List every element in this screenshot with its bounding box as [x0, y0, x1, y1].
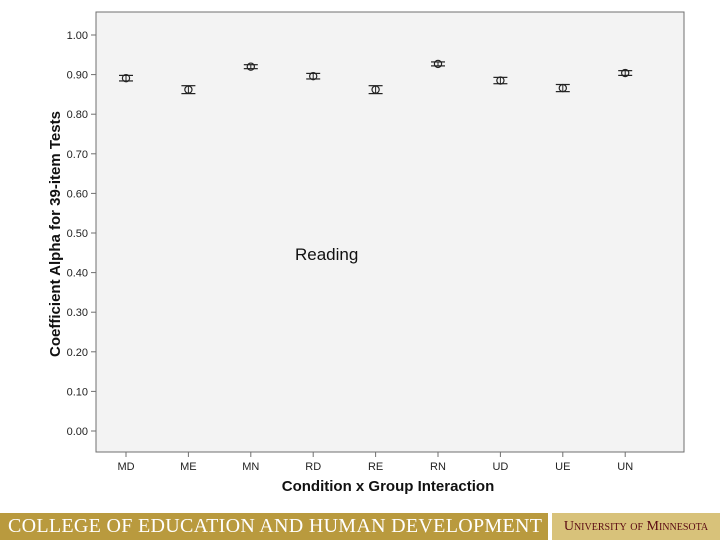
y-tick-label: 0.40: [67, 268, 88, 280]
plot-area: [95, 11, 685, 453]
x-tick-label: ME: [180, 461, 197, 473]
data-point-un: [618, 68, 633, 78]
y-tick-label: 0.00: [67, 426, 88, 438]
y-tick-label: 0.80: [67, 109, 88, 121]
mean-marker: [433, 59, 443, 69]
x-tick-label: RN: [430, 461, 446, 473]
x-tick-label: RD: [305, 461, 321, 473]
footer-banner: COLLEGE OF EDUCATION AND HUMAN DEVELOPME…: [0, 513, 720, 540]
data-point-mn: [243, 62, 258, 71]
data-point-rd: [306, 71, 321, 81]
university-logo: University of Minnesota: [552, 513, 720, 540]
y-tick-label: 0.20: [67, 347, 88, 359]
x-tick-label: UD: [492, 461, 508, 473]
mean-marker: [121, 73, 131, 83]
y-tick-label: 0.10: [67, 386, 88, 398]
data-point-rn: [431, 59, 445, 69]
data-point-me: [181, 85, 196, 95]
mean-marker: [496, 76, 505, 85]
data-point-re: [368, 85, 383, 95]
y-tick-label: 1.00: [67, 30, 88, 42]
y-tick-label: 0.90: [67, 70, 88, 82]
mean-marker: [558, 83, 568, 93]
data-marks: [119, 59, 633, 95]
footer-divider: [548, 513, 552, 540]
y-tick-label: 0.50: [67, 228, 88, 240]
mean-marker: [309, 71, 318, 81]
mean-marker: [371, 85, 380, 94]
x-tick-label: UN: [617, 461, 633, 473]
x-axis-label: Condition x Group Interaction: [282, 478, 495, 495]
college-name: COLLEGE OF EDUCATION AND HUMAN DEVELOPME…: [0, 513, 548, 540]
data-point-md: [119, 73, 133, 83]
y-tick-label: 0.70: [67, 149, 88, 161]
x-tick-label: MN: [242, 461, 259, 473]
mean-marker: [246, 62, 255, 71]
reading-annotation: Reading: [295, 245, 359, 264]
x-axis: MD ME MN RD RE RN UD UE UN: [117, 452, 633, 473]
data-point-ud: [493, 76, 508, 85]
mean-marker: [184, 85, 193, 94]
mean-marker: [621, 68, 630, 78]
y-axis-label: Coefficient Alpha for 39-item Tests: [47, 111, 64, 357]
data-point-ue: [555, 83, 570, 93]
x-tick-label: UE: [555, 461, 570, 473]
coefficient-alpha-chart: 0.00 0.10 0.20 0.30 0.40 0.50 0.60 0.70 0.80 0.90…: [47, 11, 685, 495]
y-tick-label: 0.60: [67, 188, 88, 200]
x-tick-label: MD: [117, 461, 134, 473]
x-tick-label: RE: [368, 461, 383, 473]
y-tick-label: 0.30: [67, 307, 88, 319]
y-axis: 0.00 0.10 0.20 0.30 0.40 0.50 0.60 0.70 0.80 0.90…: [67, 30, 96, 438]
